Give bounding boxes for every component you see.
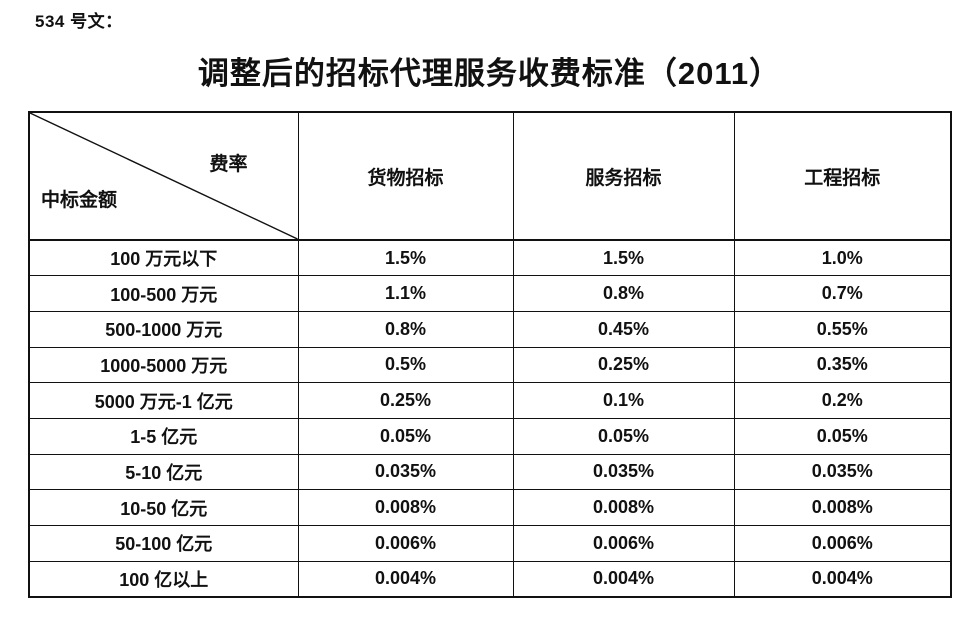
corner-label-bid-amount: 中标金额 xyxy=(41,190,118,211)
amount-range-cell: 100-500 万元 xyxy=(28,275,299,312)
corner-header-cell: 费率 中标金额 xyxy=(28,111,299,241)
rate-cell: 0.45% xyxy=(512,310,735,348)
rate-cell: 1.1% xyxy=(297,275,514,312)
rate-cell: 0.006% xyxy=(733,525,952,562)
column-header-engineering-bidding: 工程招标 xyxy=(733,111,952,241)
amount-range-cell: 100 万元以下 xyxy=(28,239,299,277)
rate-cell: 1.5% xyxy=(512,239,735,277)
rate-cell: 0.035% xyxy=(733,453,952,491)
table-row: 100-500 万元 1.1% 0.8% 0.7% xyxy=(28,275,952,312)
rate-cell: 0.1% xyxy=(512,382,735,419)
table-row: 50-100 亿元 0.006% 0.006% 0.006% xyxy=(28,525,952,562)
diagonal-divider-line xyxy=(30,113,298,239)
rate-cell: 0.006% xyxy=(512,525,735,562)
rate-cell: 0.5% xyxy=(297,346,514,384)
rate-cell: 0.2% xyxy=(733,382,952,419)
rate-cell: 0.05% xyxy=(297,417,514,455)
amount-range-cell: 5000 万元-1 亿元 xyxy=(28,382,299,419)
table-row: 100 亿以上 0.004% 0.004% 0.004% xyxy=(28,560,952,598)
table-row: 5-10 亿元 0.035% 0.035% 0.035% xyxy=(28,453,952,491)
rate-cell: 0.035% xyxy=(512,453,735,491)
rate-cell: 0.004% xyxy=(512,560,735,598)
amount-range-cell: 1-5 亿元 xyxy=(28,417,299,455)
rate-cell: 0.004% xyxy=(733,560,952,598)
table-row: 1000-5000 万元 0.5% 0.25% 0.35% xyxy=(28,346,952,384)
amount-range-cell: 50-100 亿元 xyxy=(28,525,299,562)
table-row: 1-5 亿元 0.05% 0.05% 0.05% xyxy=(28,417,952,455)
rate-cell: 0.35% xyxy=(733,346,952,384)
page-title: 调整后的招标代理服务收费标准（2011） xyxy=(197,56,782,91)
doc-number-label: 534 号文： xyxy=(35,12,123,31)
rate-cell: 0.006% xyxy=(297,525,514,562)
table-row: 100 万元以下 1.5% 1.5% 1.0% xyxy=(28,239,952,277)
rate-cell: 0.035% xyxy=(297,453,514,491)
table-row: 500-1000 万元 0.8% 0.45% 0.55% xyxy=(28,310,952,348)
table-header-row: 费率 中标金额 货物招标 服务招标 工程招标 xyxy=(28,111,952,241)
rate-cell: 0.8% xyxy=(297,310,514,348)
rate-cell: 0.008% xyxy=(733,489,952,526)
corner-label-fee-rate: 费率 xyxy=(209,154,248,175)
fee-table-body: 100 万元以下 1.5% 1.5% 1.0% 100-500 万元 1.1% 0.8% 0.… xyxy=(28,239,952,598)
amount-range-cell: 10-50 亿元 xyxy=(28,489,299,526)
rate-cell: 0.05% xyxy=(733,417,952,455)
fee-rate-table: 费率 中标金额 货物招标 服务招标 工程招标 100 万元以下 1.5% 1.5% 1… xyxy=(28,111,952,598)
column-header-goods-bidding: 货物招标 xyxy=(297,111,514,241)
rate-cell: 0.55% xyxy=(733,310,952,348)
rate-cell: 0.008% xyxy=(297,489,514,526)
table-row: 10-50 亿元 0.008% 0.008% 0.008% xyxy=(28,489,952,526)
rate-cell: 1.0% xyxy=(733,239,952,277)
rate-cell: 1.5% xyxy=(297,239,514,277)
column-header-service-bidding: 服务招标 xyxy=(512,111,735,241)
rate-cell: 0.8% xyxy=(512,275,735,312)
amount-range-cell: 1000-5000 万元 xyxy=(28,346,299,384)
rate-cell: 0.7% xyxy=(733,275,952,312)
rate-cell: 0.004% xyxy=(297,560,514,598)
amount-range-cell: 5-10 亿元 xyxy=(28,453,299,491)
rate-cell: 0.05% xyxy=(512,417,735,455)
amount-range-cell: 100 亿以上 xyxy=(28,560,299,598)
rate-cell: 0.25% xyxy=(297,382,514,419)
table-row: 5000 万元-1 亿元 0.25% 0.1% 0.2% xyxy=(28,382,952,419)
rate-cell: 0.008% xyxy=(512,489,735,526)
amount-range-cell: 500-1000 万元 xyxy=(28,310,299,348)
rate-cell: 0.25% xyxy=(512,346,735,384)
